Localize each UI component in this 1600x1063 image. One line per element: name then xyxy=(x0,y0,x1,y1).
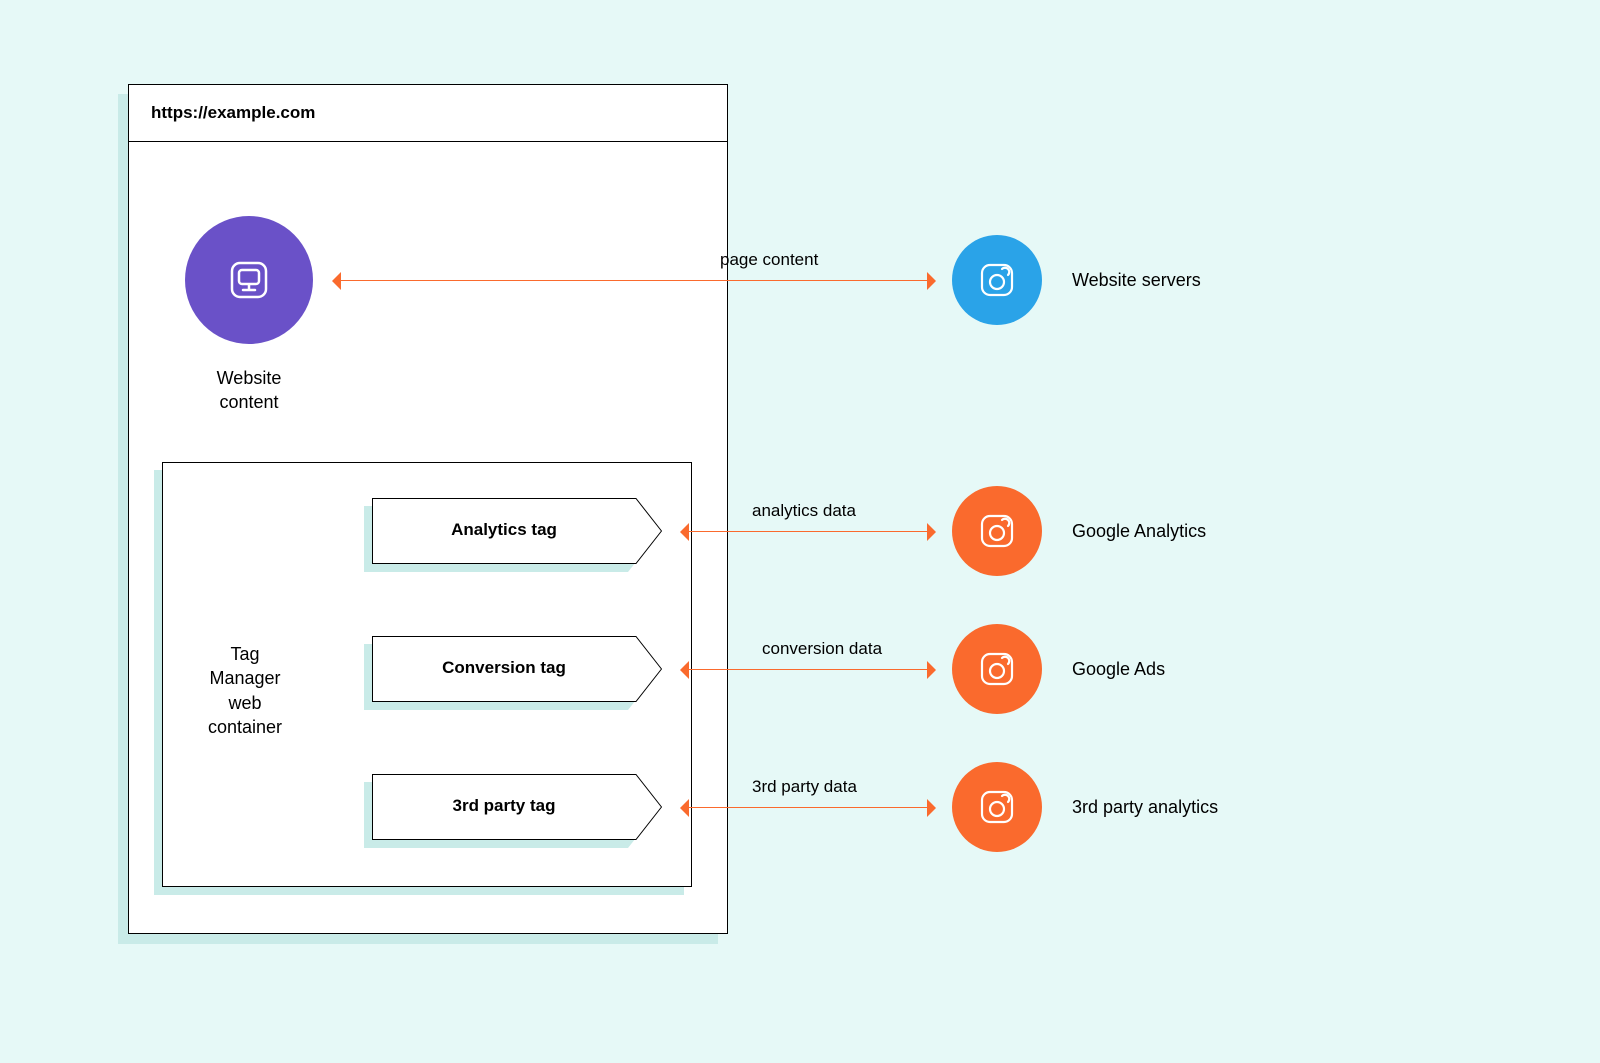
tag-label: Conversion tag xyxy=(372,658,636,678)
3rd-party-node xyxy=(952,762,1042,852)
arrow-head-left xyxy=(680,799,689,817)
website-content-node xyxy=(185,216,313,344)
3rd-party-label: 3rd party analytics xyxy=(1072,795,1218,819)
arrow-line xyxy=(689,807,927,808)
arrow-head-right xyxy=(927,661,936,679)
arrow-head-left xyxy=(680,661,689,679)
google-analytics-node xyxy=(952,486,1042,576)
browser-url-bar: https://example.com xyxy=(129,85,727,142)
browser-url-text: https://example.com xyxy=(151,103,315,122)
cloud-icon xyxy=(975,509,1019,553)
tag-manager-label: TagManagerwebcontainer xyxy=(175,642,315,739)
arrow-line xyxy=(689,669,927,670)
arrow-label: 3rd party data xyxy=(752,777,857,797)
google-ads-node xyxy=(952,624,1042,714)
arrow-label: analytics data xyxy=(752,501,856,521)
google-analytics-label: Google Analytics xyxy=(1072,519,1206,543)
cloud-icon xyxy=(975,785,1019,829)
arrow-line xyxy=(341,280,927,281)
tag-label: 3rd party tag xyxy=(372,796,636,816)
arrow-head-right xyxy=(927,799,936,817)
arrow-line xyxy=(689,531,927,532)
tag-label: Analytics tag xyxy=(372,520,636,540)
monitor-icon xyxy=(221,252,277,308)
cloud-icon xyxy=(975,258,1019,302)
website-servers-node xyxy=(952,235,1042,325)
google-ads-label: Google Ads xyxy=(1072,657,1165,681)
arrow-head-left xyxy=(332,272,341,290)
arrow-head-right xyxy=(927,272,936,290)
arrow-head-right xyxy=(927,523,936,541)
arrow-label: page content xyxy=(720,250,818,270)
website-content-label: Websitecontent xyxy=(179,366,319,415)
arrow-label: conversion data xyxy=(762,639,882,659)
cloud-icon xyxy=(975,647,1019,691)
website-servers-label: Website servers xyxy=(1072,268,1201,292)
arrow-head-left xyxy=(680,523,689,541)
